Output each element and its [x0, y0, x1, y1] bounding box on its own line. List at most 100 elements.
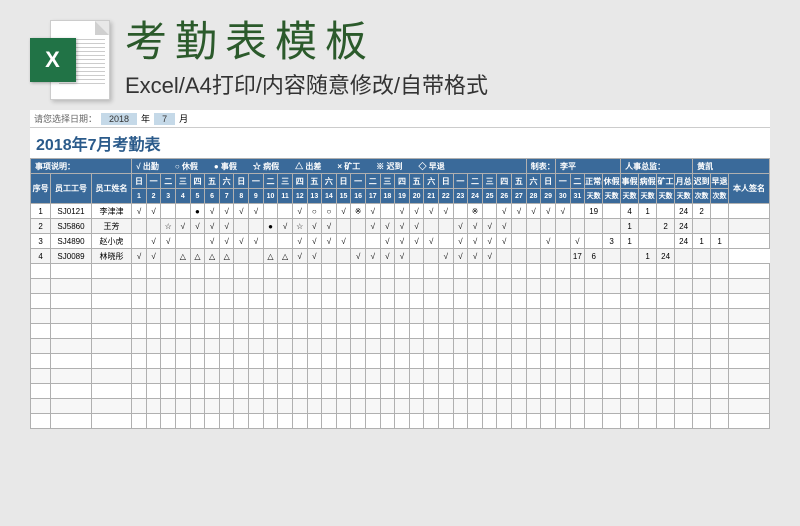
- cell-blank[interactable]: [585, 369, 603, 384]
- cell-blank[interactable]: [91, 354, 131, 369]
- cell[interactable]: ☆: [292, 219, 307, 234]
- cell-blank[interactable]: [322, 294, 337, 309]
- cell-blank[interactable]: [453, 294, 468, 309]
- cell[interactable]: 24: [675, 219, 693, 234]
- cell-blank[interactable]: [176, 384, 191, 399]
- cell-blank[interactable]: [380, 294, 395, 309]
- cell[interactable]: √: [307, 249, 322, 264]
- cell-blank[interactable]: [657, 384, 675, 399]
- cell-blank[interactable]: [380, 354, 395, 369]
- cell-blank[interactable]: [380, 324, 395, 339]
- cell[interactable]: √: [176, 219, 191, 234]
- cell-blank[interactable]: [526, 354, 541, 369]
- cell-blank[interactable]: [570, 264, 585, 279]
- cell-blank[interactable]: [439, 384, 454, 399]
- cell-blank[interactable]: [621, 399, 639, 414]
- cell-blank[interactable]: [322, 414, 337, 429]
- cell[interactable]: [439, 219, 454, 234]
- cell-blank[interactable]: [468, 369, 483, 384]
- cell-blank[interactable]: [570, 399, 585, 414]
- cell[interactable]: ☆: [161, 219, 176, 234]
- cell-blank[interactable]: [512, 339, 527, 354]
- cell-blank[interactable]: [585, 339, 603, 354]
- cell-blank[interactable]: [526, 309, 541, 324]
- cell-blank[interactable]: [292, 414, 307, 429]
- cell-blank[interactable]: [482, 294, 497, 309]
- cell-blank[interactable]: [657, 279, 675, 294]
- cell[interactable]: √: [526, 204, 541, 219]
- cell-blank[interactable]: [512, 414, 527, 429]
- cell-blank[interactable]: [351, 369, 366, 384]
- cell-blank[interactable]: [219, 264, 234, 279]
- cell-blank[interactable]: [336, 414, 351, 429]
- cell-blank[interactable]: [729, 294, 770, 309]
- cell[interactable]: [711, 219, 729, 234]
- cell-blank[interactable]: [621, 309, 639, 324]
- cell-blank[interactable]: [292, 339, 307, 354]
- cell[interactable]: [675, 249, 693, 264]
- cell-blank[interactable]: [307, 264, 322, 279]
- cell[interactable]: [380, 204, 395, 219]
- cell-blank[interactable]: [51, 414, 91, 429]
- cell-blank[interactable]: [512, 384, 527, 399]
- cell-blank[interactable]: [497, 309, 512, 324]
- cell-blank[interactable]: [351, 339, 366, 354]
- cell-blank[interactable]: [603, 414, 621, 429]
- cell-blank[interactable]: [439, 369, 454, 384]
- cell-blank[interactable]: [380, 369, 395, 384]
- cell-blank[interactable]: [603, 279, 621, 294]
- cell[interactable]: [453, 204, 468, 219]
- cell-blank[interactable]: [380, 279, 395, 294]
- cell-blank[interactable]: [675, 324, 693, 339]
- cell-blank[interactable]: [621, 294, 639, 309]
- cell[interactable]: √: [292, 249, 307, 264]
- cell[interactable]: [161, 249, 176, 264]
- cell[interactable]: 1: [711, 234, 729, 249]
- cell[interactable]: √: [146, 249, 161, 264]
- cell-blank[interactable]: [51, 339, 91, 354]
- cell-blank[interactable]: [234, 264, 249, 279]
- cell[interactable]: ●: [190, 204, 205, 219]
- cell[interactable]: [249, 219, 264, 234]
- cell-blank[interactable]: [711, 264, 729, 279]
- cell-blank[interactable]: [234, 324, 249, 339]
- cell-blank[interactable]: [51, 294, 91, 309]
- cell-blank[interactable]: [675, 399, 693, 414]
- cell-blank[interactable]: [176, 339, 191, 354]
- cell-blank[interactable]: [526, 339, 541, 354]
- cell-blank[interactable]: [729, 369, 770, 384]
- cell-blank[interactable]: [675, 369, 693, 384]
- cell-blank[interactable]: [693, 279, 711, 294]
- cell-blank[interactable]: [468, 384, 483, 399]
- cell[interactable]: √: [482, 219, 497, 234]
- cell-blank[interactable]: [190, 309, 205, 324]
- cell-blank[interactable]: [146, 354, 161, 369]
- cell[interactable]: [526, 249, 541, 264]
- cell-blank[interactable]: [526, 384, 541, 399]
- cell[interactable]: [585, 219, 603, 234]
- cell-blank[interactable]: [497, 369, 512, 384]
- cell-blank[interactable]: [693, 294, 711, 309]
- cell[interactable]: √: [205, 204, 220, 219]
- cell[interactable]: √: [497, 204, 512, 219]
- cell-blank[interactable]: [468, 414, 483, 429]
- cell[interactable]: √: [249, 234, 264, 249]
- cell[interactable]: [512, 249, 527, 264]
- cell-blank[interactable]: [603, 339, 621, 354]
- cell-blank[interactable]: [639, 384, 657, 399]
- cell[interactable]: √: [395, 234, 410, 249]
- cell-blank[interactable]: [380, 384, 395, 399]
- cell[interactable]: [585, 234, 603, 249]
- cell-blank[interactable]: [497, 279, 512, 294]
- cell[interactable]: [657, 204, 675, 219]
- cell-blank[interactable]: [497, 339, 512, 354]
- cell[interactable]: [729, 219, 770, 234]
- cell-blank[interactable]: [453, 339, 468, 354]
- cell-blank[interactable]: [585, 354, 603, 369]
- cell[interactable]: [729, 234, 770, 249]
- cell-blank[interactable]: [409, 399, 424, 414]
- cell-blank[interactable]: [31, 414, 51, 429]
- cell[interactable]: ※: [468, 204, 483, 219]
- cell[interactable]: √: [205, 234, 220, 249]
- cell[interactable]: √: [322, 219, 337, 234]
